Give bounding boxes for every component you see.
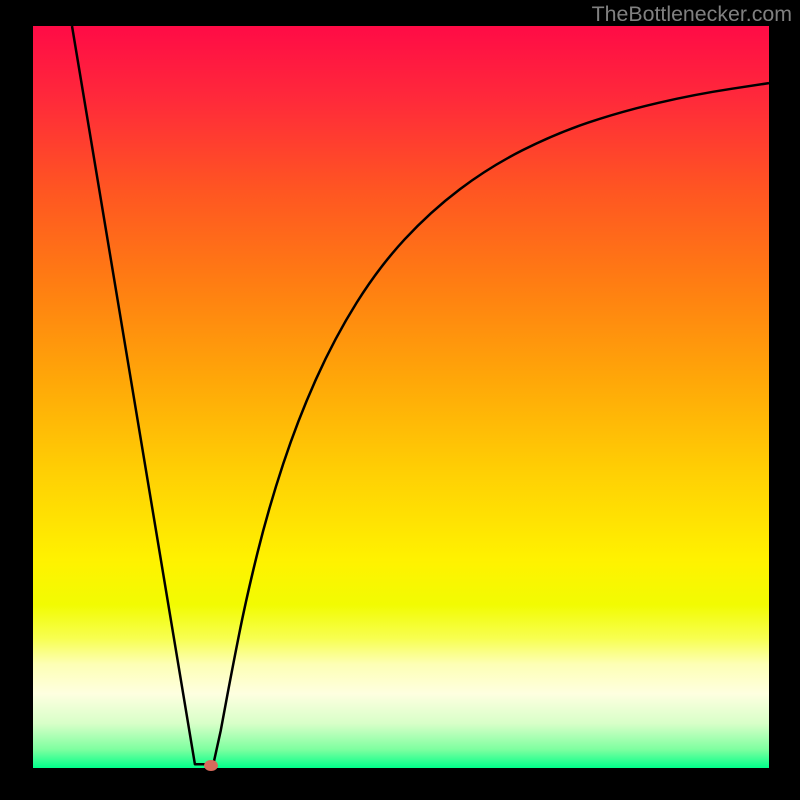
curve-svg [33, 26, 769, 768]
minimum-marker [204, 760, 218, 771]
bottleneck-curve [72, 26, 769, 764]
chart-container: TheBottlenecker.com [0, 0, 800, 800]
watermark-text: TheBottlenecker.com [592, 2, 792, 27]
plot-area [33, 26, 769, 768]
